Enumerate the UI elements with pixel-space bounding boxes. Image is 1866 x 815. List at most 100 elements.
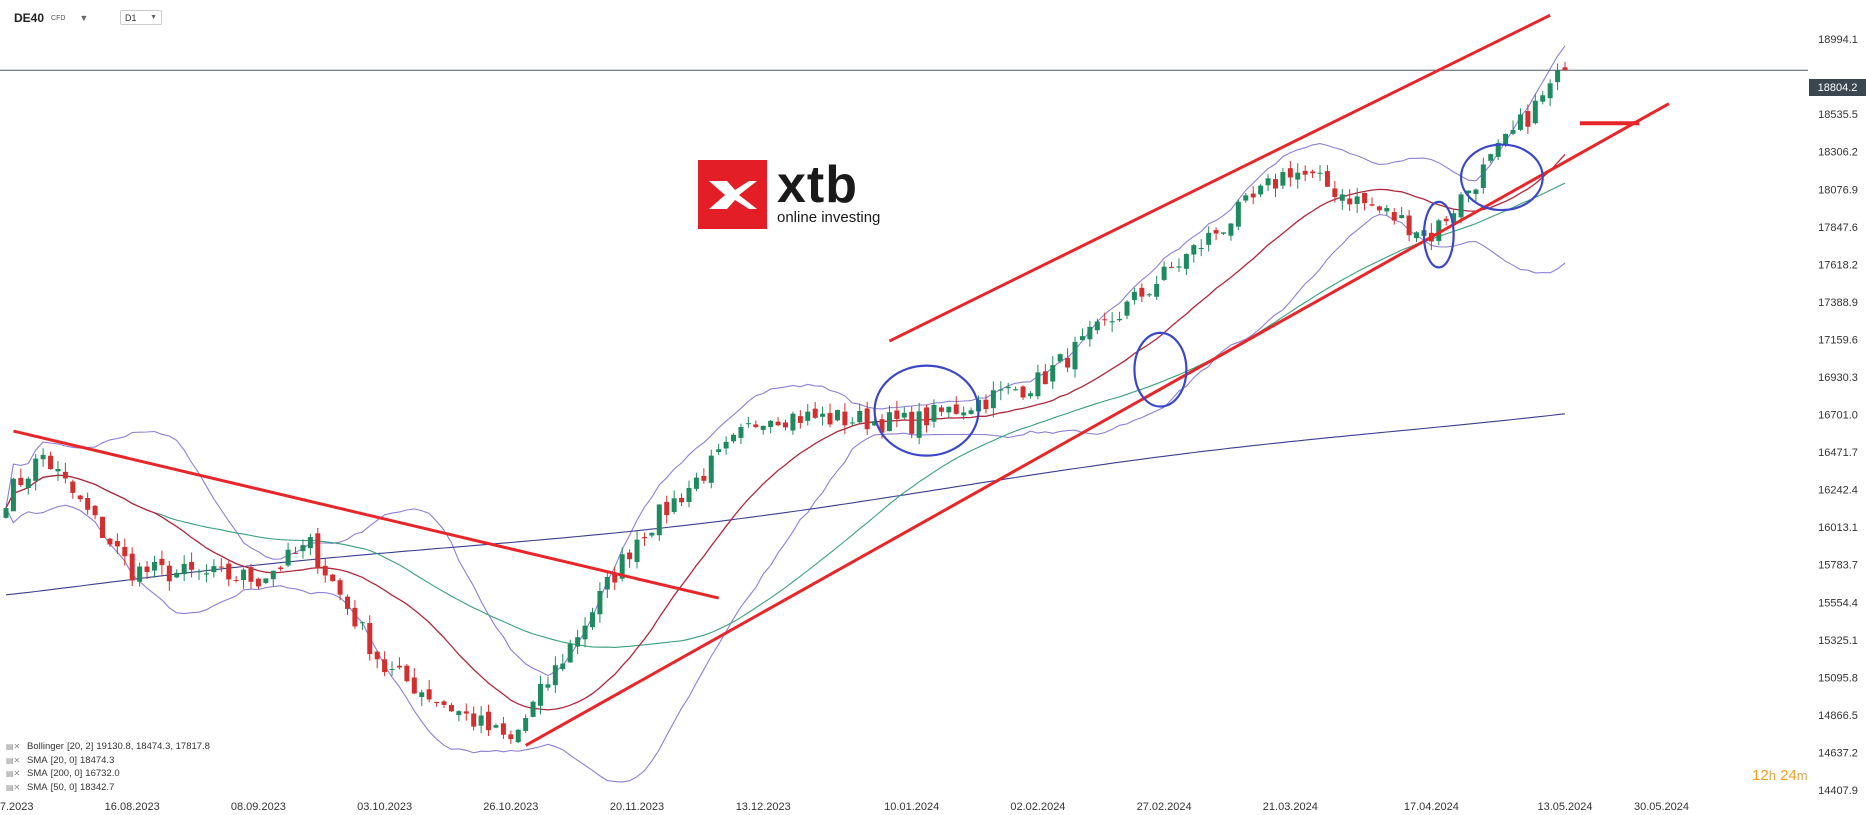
candle-up — [270, 570, 276, 580]
symbol-dropdown-icon[interactable]: ▼ — [79, 13, 89, 23]
candle-up — [567, 643, 573, 663]
candle-up — [1183, 253, 1189, 269]
candle-up — [419, 692, 425, 697]
candle-up — [1280, 172, 1286, 186]
y-tick-label: 15325.1 — [1818, 635, 1858, 647]
candle-up — [1339, 194, 1345, 201]
candle-up — [1228, 223, 1234, 236]
legend-item-sma-50[interactable]: ▤✕ SMA [50, 0] 18342.7 — [6, 781, 115, 793]
indicator-settings-icon[interactable]: ▤✕ — [6, 782, 21, 792]
candle-up — [671, 498, 677, 513]
candle-up — [901, 412, 907, 418]
y-tick-label: 17847.6 — [1818, 222, 1858, 234]
candle-up — [589, 612, 595, 628]
candle-up — [40, 454, 46, 460]
candle-up — [1414, 232, 1420, 239]
x-tick-label: 17.04.2024 — [1404, 801, 1459, 813]
candle-up — [886, 412, 892, 432]
y-tick-label: 16930.3 — [1818, 372, 1858, 384]
y-tick-label: 18535.5 — [1818, 109, 1858, 121]
candle-up — [1109, 321, 1115, 323]
bollinger-lower-line — [5, 213, 1566, 783]
candle-up — [834, 410, 840, 421]
timeframe-label: D1 — [125, 12, 137, 23]
candle-down — [448, 705, 454, 712]
y-tick-label: 16242.4 — [1818, 485, 1858, 497]
logo-wordmark: xtb — [777, 156, 858, 214]
candle-up — [731, 434, 737, 442]
candle-down — [1406, 215, 1412, 236]
candle-up — [552, 665, 558, 686]
candle-up — [820, 413, 826, 417]
consolidation-ellipse — [1422, 200, 1455, 269]
candle-down — [70, 481, 76, 493]
channel-upper-trendline — [888, 13, 1551, 343]
candle-up — [708, 455, 714, 483]
candle-down — [100, 516, 106, 538]
indicator-settings-icon[interactable]: ▤✕ — [6, 769, 21, 778]
candle-down — [471, 713, 477, 727]
y-tick-label: 18076.9 — [1818, 184, 1858, 196]
candle-down — [1391, 212, 1397, 221]
candle-down — [879, 419, 885, 433]
legend-item-sma-20[interactable]: ▤✕ SMA [20, 0] 18474.3 — [6, 754, 115, 766]
candle-up — [649, 532, 655, 536]
candle-up — [1354, 196, 1360, 204]
channel-lower-trendline — [524, 102, 1670, 747]
candle-up — [916, 411, 922, 438]
sma-50-line — [5, 182, 1566, 648]
candle-down — [1302, 170, 1308, 175]
candle-down — [864, 408, 870, 430]
indicator-settings-icon[interactable]: ▤✕ — [6, 755, 21, 765]
y-tick-label: 17159.6 — [1818, 334, 1858, 346]
candle-up — [849, 422, 855, 424]
candle-up — [990, 390, 996, 409]
y-tick-label: 17388.9 — [1818, 297, 1858, 309]
candle-down — [1332, 188, 1338, 197]
candle-down — [500, 723, 506, 735]
candle-down — [374, 651, 380, 660]
candle-down — [1525, 111, 1531, 127]
symbol-label[interactable]: DE40 — [14, 11, 45, 25]
candle-down — [827, 413, 833, 425]
candle-down — [1065, 357, 1071, 368]
candle-up — [1005, 386, 1011, 389]
candle-down — [1042, 371, 1048, 385]
candle-up — [10, 478, 16, 512]
candle-up — [263, 578, 269, 583]
candle-down — [233, 579, 239, 581]
legend-item-sma-200[interactable]: ▤✕ SMA [200, 0] 16732.0 — [6, 768, 120, 779]
descending-trendline — [13, 429, 720, 600]
candle-up — [1146, 294, 1152, 296]
current-price-tag: 18804.2 — [1809, 79, 1866, 96]
candle-up — [604, 577, 610, 590]
candle-up — [745, 423, 751, 425]
candle-up — [530, 701, 536, 717]
x-tick-label: 26.10.2023 — [483, 801, 538, 813]
candle-down — [797, 416, 803, 423]
candle-down — [1310, 171, 1316, 174]
candle-down — [293, 552, 299, 554]
candle-up — [1124, 301, 1130, 316]
candle-up — [1198, 248, 1204, 250]
candle-up — [1131, 291, 1137, 301]
candle-up — [1265, 178, 1271, 186]
candle-down — [92, 505, 98, 516]
candle-down — [426, 689, 432, 700]
indicator-settings-icon[interactable]: ▤✕ — [6, 742, 21, 751]
instrument-header: DE40 CFD ▼ — [14, 7, 88, 29]
candle-up — [619, 554, 625, 579]
candle-down — [367, 623, 373, 655]
timeframe-select[interactable]: D1 ▼ — [120, 10, 162, 25]
candle-down — [330, 574, 336, 582]
legend-item-bollinger[interactable]: ▤✕ Bollinger [20, 2] 19130.8, 18474.3, 1… — [6, 741, 210, 752]
candle-down — [114, 541, 120, 547]
candle-up — [1094, 321, 1100, 331]
candle-down — [159, 558, 165, 566]
candle-up — [1079, 336, 1085, 341]
candle-up — [300, 545, 306, 552]
y-tick-label: 18994.1 — [1818, 34, 1858, 46]
candle-up — [1503, 133, 1509, 146]
x-tick-label: 27.02.2024 — [1137, 801, 1192, 813]
